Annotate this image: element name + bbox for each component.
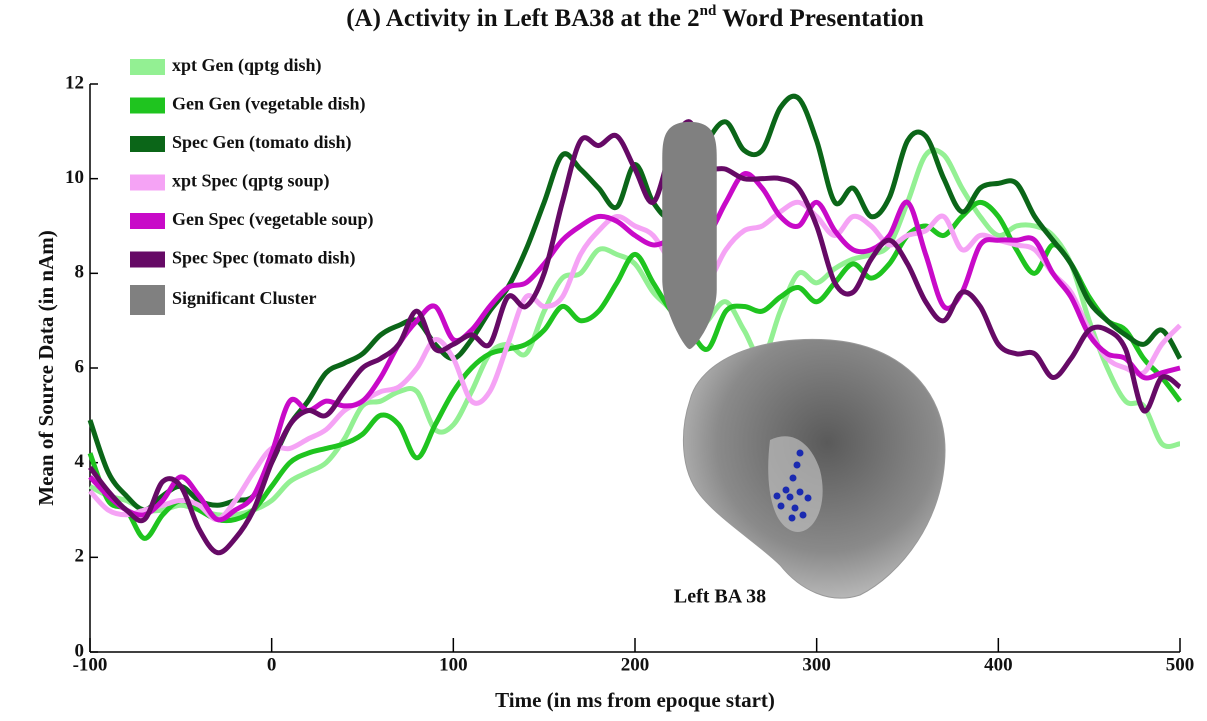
title-part: Word Presentation	[716, 5, 924, 32]
series-line	[88, 147, 1181, 518]
x-tick-label: 0	[267, 654, 277, 675]
inset-label: Left BA 38	[674, 586, 766, 608]
x-tick-label: 500	[1166, 654, 1195, 675]
y-tick-label: 12	[65, 72, 84, 93]
legend-swatch	[130, 97, 165, 114]
brain-inset: Left BA 38	[674, 338, 946, 608]
legend-label: Gen Gen (vegetable dish)	[172, 94, 366, 115]
y-axis-label: Mean of Source Data (in nAm)	[34, 230, 58, 506]
series-line	[88, 171, 1181, 523]
legend-swatch	[130, 136, 165, 152]
y-tick-label: 8	[75, 262, 85, 283]
x-tick-label: 300	[802, 654, 831, 675]
y-tick-label: 6	[75, 356, 85, 377]
title-part: (A) Activity in Left BA38 at the 2	[346, 5, 699, 32]
x-axis-label: Time (in ms from epoque start)	[495, 688, 775, 712]
series-line	[87, 199, 1182, 541]
legend-swatch	[130, 285, 165, 315]
significant-cluster	[662, 121, 717, 350]
x-tick-label: 200	[621, 654, 650, 675]
legend-swatch	[130, 251, 165, 268]
legend-label: xpt Gen (qptg dish)	[172, 55, 322, 76]
x-tick-label: 400	[984, 654, 1013, 675]
x-tick-label: -100	[73, 654, 108, 675]
y-tick-label: 10	[65, 167, 84, 188]
series-line	[88, 119, 1182, 556]
title-superscript: nd	[700, 3, 717, 19]
chart-title: (A) Activity in Left BA38 at the 2nd Wor…	[346, 3, 924, 31]
legend-label: xpt Spec (qptg soup)	[172, 171, 330, 192]
y-tick-label: 2	[75, 546, 85, 567]
legend-label: Spec Spec (tomato dish)	[172, 248, 356, 269]
x-tick-label: 100	[439, 654, 468, 675]
legend-swatch	[130, 59, 165, 75]
legend-swatch	[130, 213, 165, 229]
legend-swatch	[130, 174, 165, 191]
legend-label: Spec Gen (tomato dish)	[172, 132, 352, 153]
legend-label: Significant Cluster	[172, 288, 317, 308]
legend: xpt Gen (qptg dish) Gen Gen (vegetable di…	[130, 55, 374, 315]
y-tick-label: 4	[75, 451, 85, 472]
legend-label: Gen Spec (vegetable soup)	[172, 209, 374, 230]
electrode-dots	[773, 449, 812, 522]
y-tick-label: 0	[75, 640, 85, 661]
